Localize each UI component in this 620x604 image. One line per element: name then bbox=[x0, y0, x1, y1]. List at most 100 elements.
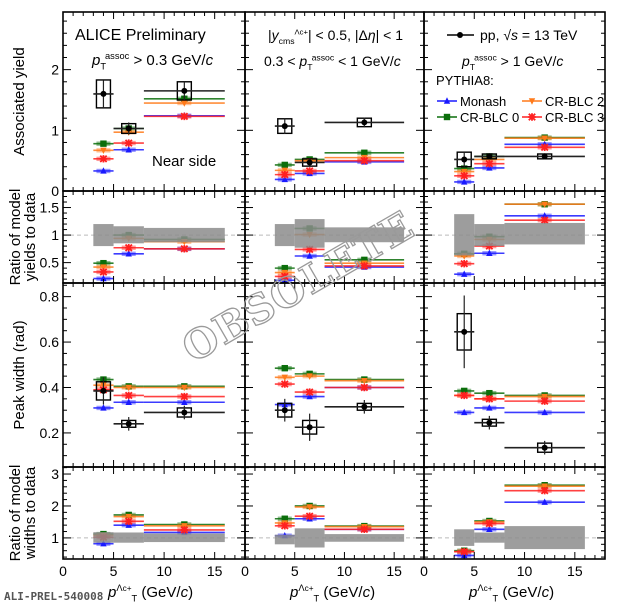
cut-label-2-part: 0.3 < bbox=[264, 53, 299, 69]
cut-label-1: pTassoc > 0.3 GeV/c bbox=[91, 51, 214, 72]
legend-label: CR-BLC 2 bbox=[545, 94, 604, 109]
y-tick-label: 2 bbox=[51, 62, 59, 78]
data-uncertainty-band bbox=[504, 222, 585, 245]
marker-cr-blc3 bbox=[305, 167, 314, 175]
marker-cr-blc3 bbox=[540, 143, 549, 152]
data-point bbox=[125, 420, 132, 427]
panel-r2-c1 bbox=[244, 282, 425, 468]
marker-monash bbox=[100, 404, 107, 411]
marker-monash bbox=[461, 270, 468, 277]
cut-label-3-part: c bbox=[556, 53, 563, 69]
marker-cr-blc0 bbox=[281, 264, 288, 272]
marker-cr-blc2 bbox=[125, 384, 132, 392]
data-point bbox=[541, 444, 548, 451]
data-point bbox=[486, 153, 493, 160]
marker-cr-blc3 bbox=[460, 171, 469, 180]
legend-data-label-part: pp, √ bbox=[480, 27, 511, 43]
data-uncertainty-band bbox=[474, 532, 505, 543]
data-uncertainty-band bbox=[274, 224, 295, 247]
rapidity-label: |ycmsΛc+| < 0.5, |Δη| < 1 bbox=[268, 27, 403, 46]
data-point bbox=[281, 123, 288, 130]
legend-marker bbox=[443, 97, 451, 104]
marker-cr-blc3 bbox=[485, 159, 494, 168]
marker-monash bbox=[541, 498, 548, 505]
marker-monash bbox=[486, 525, 493, 532]
data-uncertainty-band bbox=[143, 533, 225, 543]
marker-cr-blc0 bbox=[361, 149, 368, 156]
panel-r2-c2 bbox=[423, 282, 606, 468]
x-axis-title-part: c bbox=[305, 584, 309, 593]
y-axis-title: widths to data bbox=[22, 466, 39, 560]
data-uncertainty-band bbox=[274, 534, 295, 545]
legend-marker bbox=[443, 113, 451, 121]
marker-cr-blc3 bbox=[180, 245, 189, 253]
marker-cr-blc2 bbox=[541, 393, 548, 401]
x-axis-title-part: ) bbox=[188, 584, 193, 601]
x-tick-label: 10 bbox=[337, 563, 353, 579]
data-uncertainty-band bbox=[504, 526, 585, 550]
rapidity-label-part: | < 0.5, |Δ bbox=[308, 27, 368, 43]
marker-cr-blc3 bbox=[460, 259, 469, 268]
cut-label-3-part: assoc bbox=[474, 52, 497, 62]
x-tick-label: 5 bbox=[291, 563, 299, 579]
marker-monash bbox=[541, 408, 548, 416]
x-axis-title-part: c bbox=[542, 584, 550, 601]
cut-label-2-part: < 1 GeV/ bbox=[334, 53, 394, 69]
marker-cr-blc3 bbox=[280, 170, 289, 179]
marker-monash bbox=[306, 392, 313, 400]
figure-id: ALI-PREL-540008 bbox=[4, 590, 103, 603]
data-point bbox=[486, 419, 493, 426]
data-uncertainty-band bbox=[294, 219, 325, 248]
panel-r0-c1 bbox=[244, 11, 425, 192]
marker-monash bbox=[461, 408, 468, 416]
data-uncertainty-band bbox=[93, 532, 114, 543]
x-tick-label: 15 bbox=[567, 563, 583, 579]
cut-label-3-part: T bbox=[470, 62, 476, 72]
x-axis-title-part: ) bbox=[549, 584, 554, 601]
marker-cr-blc3 bbox=[360, 525, 369, 534]
cut-label-1-part: p bbox=[91, 52, 100, 69]
marker-cr-blc3 bbox=[280, 380, 289, 388]
marker-cr-blc2 bbox=[100, 147, 107, 155]
marker-cr-blc3 bbox=[485, 395, 494, 403]
data-uncertainty-band bbox=[113, 532, 144, 543]
rapidity-label-part: | < 1 bbox=[376, 27, 404, 43]
marker-cr-blc3 bbox=[124, 391, 133, 400]
x-tick-label: 15 bbox=[386, 563, 402, 579]
cut-label-1-part: assoc bbox=[105, 51, 130, 61]
marker-cr-blc3 bbox=[540, 216, 549, 225]
marker-monash bbox=[125, 250, 132, 257]
legend-marker bbox=[528, 113, 536, 121]
x-tick-label: 10 bbox=[517, 563, 533, 579]
marker-cr-blc0 bbox=[281, 515, 288, 522]
marker-cr-blc3 bbox=[280, 272, 289, 281]
data-point bbox=[306, 159, 313, 166]
marker-cr-blc3 bbox=[124, 139, 133, 147]
legend-data-label: pp, √s = 13 TeV bbox=[480, 27, 578, 43]
panel-r1-c1 bbox=[244, 190, 425, 284]
y-tick-label: 1 bbox=[51, 122, 59, 138]
data-uncertainty-band bbox=[93, 224, 114, 247]
x-tick-label: 0 bbox=[59, 563, 67, 579]
legend-label: CR-BLC 0 bbox=[460, 110, 519, 125]
x-axis-title-part: (GeV/ bbox=[319, 584, 363, 601]
x-axis-title-part: Λ bbox=[298, 583, 305, 593]
data-uncertainty-band bbox=[324, 227, 405, 243]
marker-cr-blc2 bbox=[541, 135, 548, 142]
x-axis-title-part: T bbox=[314, 594, 320, 604]
data-point bbox=[100, 90, 107, 97]
data-uncertainty-band bbox=[294, 528, 325, 548]
marker-cr-blc0 bbox=[361, 256, 368, 264]
legend-data-label-part: s bbox=[511, 27, 518, 43]
y-tick-label: 1.5 bbox=[40, 200, 60, 216]
panel-r0-c0 bbox=[62, 11, 246, 192]
marker-cr-blc2 bbox=[361, 377, 368, 385]
legend-label: Monash bbox=[460, 94, 506, 109]
rapidity-label-part: y bbox=[271, 27, 280, 43]
panel-frame bbox=[244, 466, 425, 560]
panel-r1-c2 bbox=[423, 190, 606, 284]
marker-cr-blc2 bbox=[306, 504, 313, 511]
marker-monash bbox=[100, 274, 107, 282]
x-axis-title-part: p bbox=[289, 584, 298, 601]
rapidity-label-part: cms bbox=[279, 36, 296, 46]
